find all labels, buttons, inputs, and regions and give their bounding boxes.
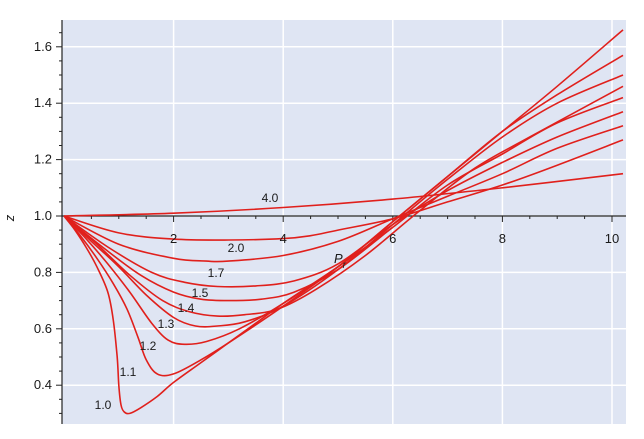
plot-background: [62, 20, 626, 424]
curve-label: 1.2: [140, 339, 157, 353]
x-tick-label: 8: [499, 231, 506, 246]
series-line-8: [63, 29, 624, 377]
y-tick-label: 1.4: [34, 95, 52, 110]
curve-label: 1.5: [192, 286, 209, 300]
curve-label: 1.0: [95, 398, 112, 412]
series-line-0: [63, 172, 624, 217]
curve-label: 1.7: [208, 266, 225, 280]
labels: 0.40.60.81.01.21.41.62 4 6 8 10zPr4.02.01.71…: [2, 39, 619, 412]
curves: [63, 29, 624, 415]
y-tick-label: 1.0: [34, 208, 52, 223]
y-tick-label: 0.4: [34, 377, 52, 392]
curve-label: 1.3: [158, 317, 175, 331]
y-tick-label: 0.6: [34, 321, 52, 336]
y-axis-label: z: [2, 214, 17, 222]
axes: [56, 20, 626, 424]
x-tick-label: 6: [389, 231, 396, 246]
curve-label: 1.4: [178, 301, 195, 315]
x-tick-label: 10: [605, 231, 619, 246]
series-line-1: [63, 139, 624, 241]
x-tick-label: 2: [170, 231, 177, 246]
curve-label: 4.0: [262, 191, 279, 205]
y-tick-label: 1.2: [34, 152, 52, 167]
x-tick-label: 4: [280, 231, 287, 246]
series-line-2: [63, 125, 624, 263]
curve-label: 1.1: [120, 365, 137, 379]
curve-label: 2.0: [228, 241, 245, 255]
series-line-9: [63, 215, 394, 415]
y-tick-label: 0.8: [34, 264, 52, 279]
y-tick-label: 1.6: [34, 39, 52, 54]
series-line-6: [63, 74, 624, 328]
series-line-4: [63, 96, 624, 302]
series-line-3: [63, 110, 624, 288]
